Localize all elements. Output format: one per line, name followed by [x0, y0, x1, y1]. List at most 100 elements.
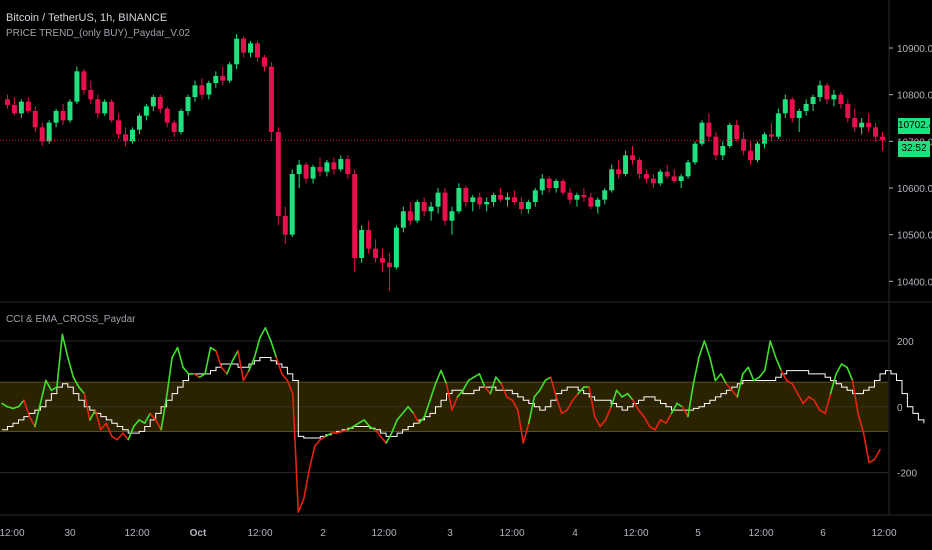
cci-segment: [341, 428, 349, 433]
price-tick-label: 10900.00: [897, 44, 932, 55]
cci-segment: [829, 373, 837, 395]
candle-body: [796, 111, 802, 118]
cci-segment: [681, 405, 689, 418]
candle-body: [407, 211, 413, 221]
cci-segment: [242, 369, 250, 382]
candle-body: [477, 197, 483, 205]
time-tick-label: 12:00: [124, 528, 149, 539]
cci-segment: [198, 373, 206, 378]
cci-segment: [357, 419, 365, 425]
candle-body: [373, 248, 379, 258]
cci-segment: [626, 392, 634, 402]
cci-segment: [132, 419, 140, 428]
candle-body: [595, 199, 601, 207]
cci-segment: [231, 350, 239, 362]
cci-segment: [374, 428, 382, 438]
candle-body: [428, 206, 434, 212]
cci-segment: [418, 415, 426, 425]
time-tick-label: 30: [64, 528, 76, 539]
time-tick-label: 12:00: [623, 528, 648, 539]
cci-segment: [72, 376, 80, 388]
cci-segment: [846, 366, 854, 382]
cci-segment: [467, 376, 475, 382]
candle-body: [859, 122, 865, 128]
cci-segment: [780, 369, 788, 382]
candle-body: [220, 76, 226, 81]
cci-segment: [796, 392, 804, 405]
candle-body: [449, 211, 455, 221]
candle-body: [414, 202, 420, 221]
cci-segment: [604, 405, 612, 421]
candle-body: [400, 211, 406, 228]
candle-body: [852, 118, 858, 128]
chart-title: Bitcoin / TetherUS, 1h, BINANCE: [6, 12, 168, 24]
candle-body: [782, 99, 788, 114]
cci-segment: [654, 419, 662, 431]
candle-body: [261, 57, 267, 67]
candle-body: [706, 122, 712, 137]
cci-segment: [23, 399, 31, 418]
candle-body: [178, 111, 184, 132]
candle-body: [671, 176, 677, 181]
candle-body: [18, 101, 24, 114]
cci-tick-label: -200: [897, 469, 917, 480]
candle-body: [511, 197, 517, 202]
candle-body: [143, 106, 149, 116]
candle-body: [560, 181, 566, 193]
candle-body: [761, 134, 767, 144]
lower-indicator-name: CCI & EMA_CROSS_Paydar: [6, 314, 136, 325]
cci-segment: [209, 346, 217, 352]
time-tick-label: 12:00: [871, 528, 896, 539]
candle-body: [74, 71, 80, 102]
candle-body: [574, 195, 580, 200]
candle-body: [581, 195, 587, 198]
cci-segment: [451, 396, 459, 411]
cci-segment: [423, 399, 431, 418]
candle-body: [748, 150, 754, 160]
candle-body: [81, 71, 87, 90]
candle-body: [588, 197, 594, 207]
candle-body: [164, 108, 170, 123]
candle-body: [331, 162, 337, 170]
cci-segment: [665, 412, 673, 425]
candle-body: [4, 99, 10, 105]
cci-segment: [593, 415, 601, 428]
candle-body: [817, 85, 823, 97]
cci-segment: [736, 373, 744, 398]
candle-body: [609, 169, 615, 191]
candle-body: [678, 176, 684, 181]
cci-segment: [873, 448, 881, 461]
indicator-pane[interactable]: [0, 327, 925, 513]
candle-body: [567, 192, 573, 200]
candle-body: [421, 202, 427, 212]
candle-body: [345, 159, 351, 174]
price-indicator-name: PRICE TREND_(only BUY)_Paydar_V.02: [6, 28, 190, 39]
cci-segment: [99, 422, 108, 431]
cci-segment: [763, 340, 772, 372]
cci-segment: [714, 373, 722, 382]
candle-body: [720, 146, 726, 156]
cci-segment: [742, 366, 750, 375]
candle-body: [60, 111, 66, 121]
cci-segment: [527, 396, 536, 425]
time-tick-label: Oct: [190, 528, 207, 539]
cci-segment: [149, 412, 157, 421]
candle-body: [317, 167, 323, 172]
candle-body: [11, 104, 17, 114]
candle-body: [338, 159, 344, 170]
candle-body: [803, 104, 809, 111]
price-pane[interactable]: [0, 34, 888, 291]
candle-body: [664, 171, 670, 177]
time-tick-label: 5: [695, 528, 701, 539]
cci-segment: [549, 376, 558, 398]
candle-body: [845, 104, 851, 118]
candle-body: [129, 129, 135, 142]
candle-body: [25, 101, 31, 111]
cci-segment: [352, 422, 360, 428]
cci-segment: [615, 389, 623, 398]
candle-body: [789, 99, 795, 118]
cci-segment: [259, 327, 267, 339]
cci-segment: [12, 405, 20, 410]
